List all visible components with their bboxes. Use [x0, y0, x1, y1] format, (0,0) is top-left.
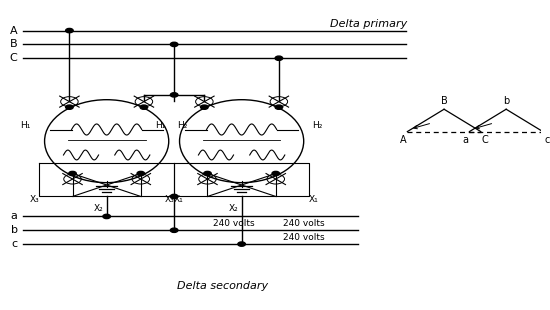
Text: B: B — [441, 96, 448, 106]
Circle shape — [170, 93, 178, 97]
Text: H₂: H₂ — [312, 121, 322, 130]
Circle shape — [275, 56, 283, 60]
Text: Delta primary: Delta primary — [330, 19, 407, 29]
Text: X₁: X₁ — [309, 195, 319, 204]
Circle shape — [140, 105, 148, 109]
Text: X₂: X₂ — [94, 204, 104, 213]
Circle shape — [170, 194, 178, 199]
Text: X₃: X₃ — [164, 195, 174, 204]
Text: b: b — [503, 96, 509, 106]
Circle shape — [65, 29, 73, 33]
Text: C: C — [10, 53, 18, 63]
Text: 240 volts: 240 volts — [213, 219, 254, 228]
Text: H₂: H₂ — [177, 121, 188, 130]
Circle shape — [170, 228, 178, 232]
Text: a: a — [10, 211, 18, 221]
Text: X₃: X₃ — [30, 195, 39, 204]
Text: 240 volts: 240 volts — [283, 232, 324, 241]
Circle shape — [201, 105, 208, 109]
Text: b: b — [10, 225, 18, 235]
Text: B: B — [10, 39, 18, 49]
Text: X₁: X₁ — [174, 195, 184, 204]
Text: A: A — [400, 135, 406, 145]
Circle shape — [65, 105, 73, 109]
Text: H₁: H₁ — [156, 121, 166, 130]
Circle shape — [272, 171, 279, 176]
Circle shape — [238, 242, 245, 246]
Text: C: C — [482, 135, 488, 145]
Circle shape — [137, 171, 145, 176]
Circle shape — [275, 105, 283, 109]
Circle shape — [69, 171, 76, 176]
Circle shape — [170, 42, 178, 46]
Text: a: a — [462, 135, 468, 145]
Text: H₁: H₁ — [20, 121, 31, 130]
Text: 240 volts: 240 volts — [283, 219, 324, 228]
Circle shape — [204, 171, 211, 176]
Text: X₂: X₂ — [229, 204, 239, 213]
Text: Delta secondary: Delta secondary — [177, 281, 268, 291]
Text: c: c — [544, 135, 550, 145]
Circle shape — [103, 214, 111, 219]
Text: c: c — [12, 239, 18, 249]
Text: A: A — [10, 26, 18, 36]
